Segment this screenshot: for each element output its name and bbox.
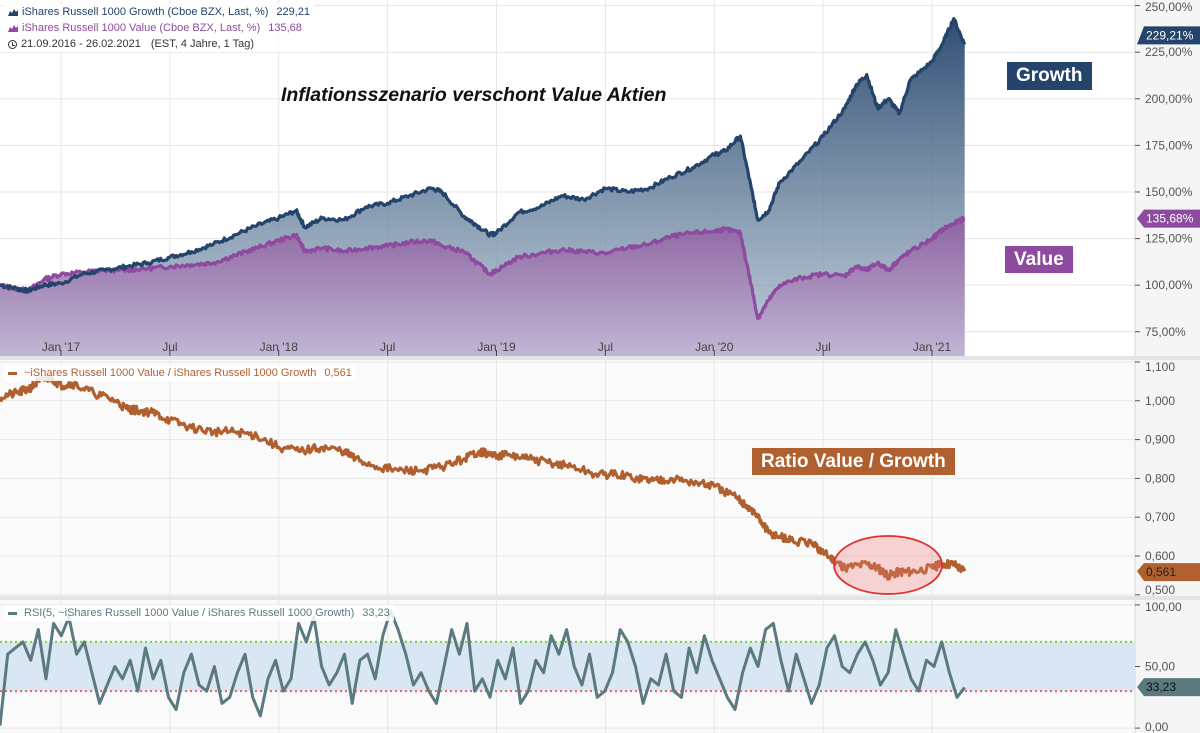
y-tick-label: 125,00% <box>1145 232 1193 246</box>
growth-last-value-badge <box>1137 26 1200 45</box>
clock-icon <box>8 39 17 49</box>
x-tick-label: Jan '21 <box>913 340 952 354</box>
legend-value[interactable]: iShares Russell 1000 Value (Cboe BZX, La… <box>8 20 310 36</box>
legend-rsi-label: RSI(5, ~iShares Russell 1000 Value / iSh… <box>24 607 355 619</box>
y-tick-label: 250,00% <box>1145 0 1193 14</box>
y-tick-label: 175,00% <box>1145 138 1193 152</box>
rsi-last-value-badge-label: 33,23 <box>1146 680 1176 694</box>
ratio-last-value-badge <box>1137 563 1200 582</box>
value-last-value-badge-label: 135,68% <box>1146 212 1194 226</box>
pane-separator <box>0 596 1200 600</box>
x-tick-label: Jul <box>598 340 613 354</box>
area-chart-icon <box>8 25 18 32</box>
ratio-line <box>0 373 967 581</box>
growth-line <box>0 17 967 294</box>
x-tick-label: Jan '20 <box>695 340 734 354</box>
y-tick-label: 1,100 <box>1145 360 1175 374</box>
line-series-icon <box>8 371 17 375</box>
y-tick-label: 50,00 <box>1145 660 1175 674</box>
x-tick-label: Jan '17 <box>42 340 81 354</box>
line-series-icon <box>8 611 17 615</box>
y-tick-label: 0,800 <box>1145 471 1175 485</box>
value-last-value-badge <box>1137 209 1200 228</box>
price-legend: iShares Russell 1000 Growth (Cboe BZX, L… <box>4 4 315 52</box>
y-tick-label: 0,500 <box>1145 583 1175 597</box>
y-tick-label: 100,00% <box>1145 278 1193 292</box>
growth-last-value-badge-label: 229,21% <box>1146 28 1194 42</box>
rsi-neutral-band <box>0 641 1135 692</box>
value-line <box>0 215 966 321</box>
legend-value-value: 135,68 <box>268 22 302 34</box>
rsi-legend[interactable]: RSI(5, ~iShares Russell 1000 Value / iSh… <box>4 605 394 621</box>
legend-growth[interactable]: iShares Russell 1000 Growth (Cboe BZX, L… <box>8 4 310 20</box>
legend-period-detail: (EST, 4 Jahre, 1 Tag) <box>150 38 255 50</box>
y-tick-label: 150,00% <box>1145 185 1193 199</box>
y-tick-label: 0,00 <box>1145 720 1169 733</box>
x-tick-label: Jul <box>815 340 830 354</box>
y-tick-label: 75,00% <box>1145 325 1186 339</box>
x-tick-label: Jan '19 <box>477 340 516 354</box>
legend-period-range: 21.09.2016 - 26.02.2021 <box>21 38 141 50</box>
rsi-last-value-badge <box>1137 678 1200 697</box>
y-tick-label: 100,00 <box>1145 600 1182 614</box>
growth-tag-annotation: Growth <box>1007 62 1092 90</box>
highlight-oval <box>833 535 943 595</box>
y-tick-label: 200,00% <box>1145 92 1193 106</box>
legend-period: 21.09.2016 - 26.02.2021 (EST, 4 Jahre, 1… <box>8 36 310 52</box>
legend-ratio-label: ~iShares Russell 1000 Value / iShares Ru… <box>24 367 317 379</box>
y-tick-label: 0,700 <box>1145 510 1175 524</box>
chart-title-annotation: Inflationsszenario verschont Value Aktie… <box>281 84 667 106</box>
x-tick-label: Jan '18 <box>260 340 299 354</box>
legend-rsi-value: 33,23 <box>362 607 390 619</box>
ratio-legend[interactable]: ~iShares Russell 1000 Value / iShares Ru… <box>4 365 356 381</box>
legend-growth-label: iShares Russell 1000 Growth (Cboe BZX, L… <box>22 6 269 18</box>
y-tick-label: 225,00% <box>1145 45 1193 59</box>
area-chart-icon <box>8 9 18 16</box>
x-tick-label: Jul <box>380 340 395 354</box>
y-tick-label: 1,000 <box>1145 394 1175 408</box>
y-tick-label: 0,900 <box>1145 433 1175 447</box>
value-area <box>0 217 965 356</box>
ratio-tag-annotation: Ratio Value / Growth <box>752 448 955 475</box>
rsi-line <box>0 609 966 726</box>
value-tag-annotation: Value <box>1005 246 1073 273</box>
y-tick-label: 0,600 <box>1145 549 1175 563</box>
legend-value-label: iShares Russell 1000 Value (Cboe BZX, La… <box>22 22 261 34</box>
x-tick-label: Jul <box>162 340 177 354</box>
pane-separator <box>0 356 1200 360</box>
y-axis-area <box>1135 0 1200 733</box>
ratio-last-value-badge-label: 0,561 <box>1146 565 1176 579</box>
legend-ratio-value: 0,561 <box>324 367 352 379</box>
legend-growth-value: 229,21 <box>276 6 311 18</box>
